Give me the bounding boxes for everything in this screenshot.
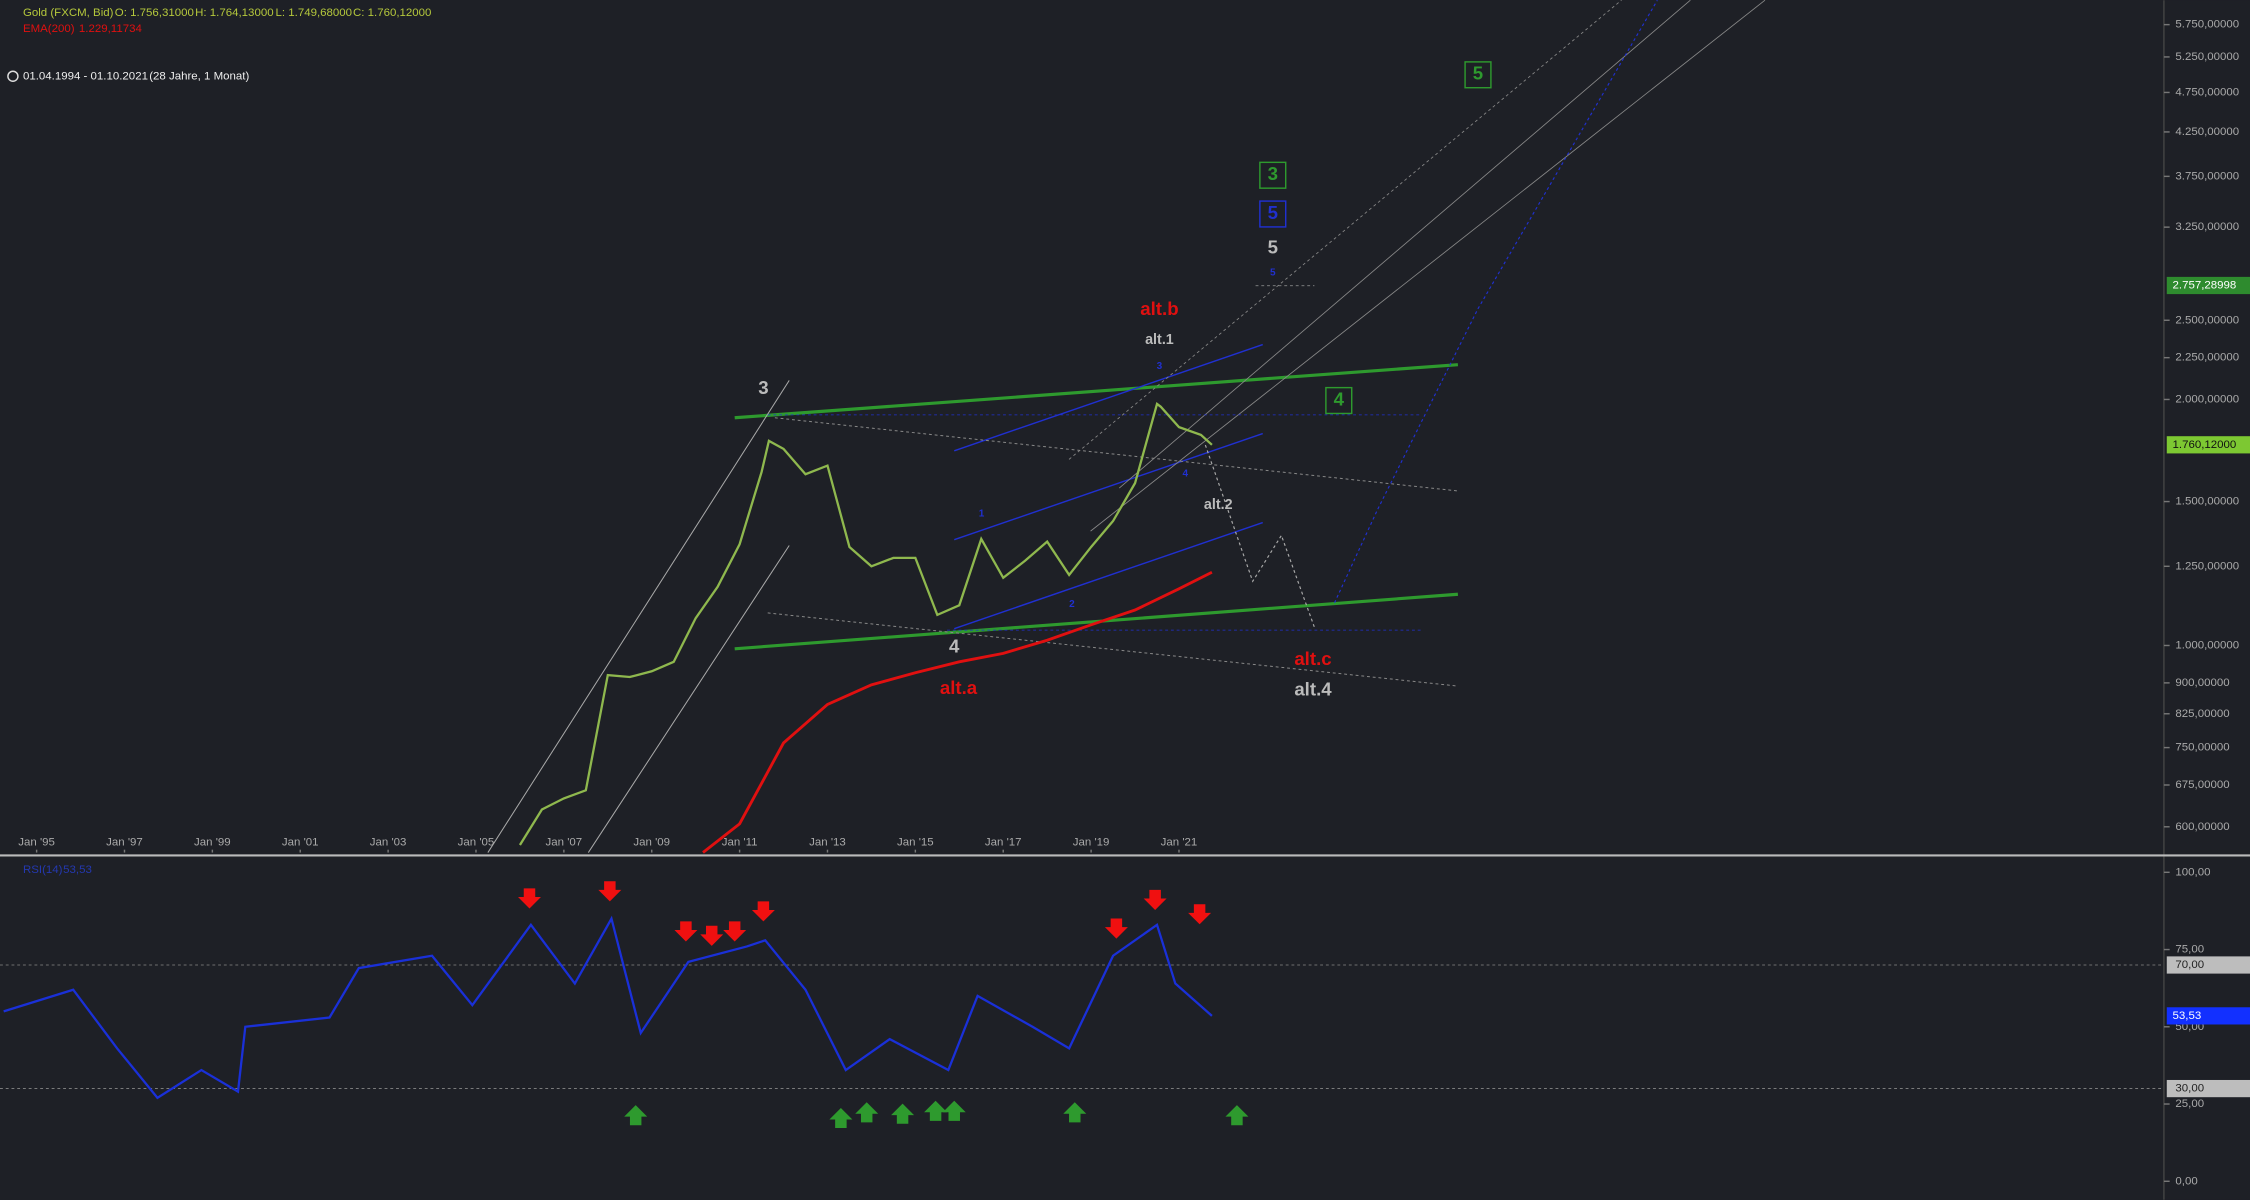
- y-tick-label: 1.500,00000: [2175, 496, 2239, 508]
- last-value-label: 53,53: [2173, 1010, 2202, 1022]
- x-tick-label: Jan '07: [546, 837, 583, 849]
- wave-label: 3: [1157, 361, 1163, 372]
- level-label: 70,00: [2175, 959, 2204, 971]
- sell-arrow: [723, 921, 747, 942]
- wave-label: alt.1: [1145, 332, 1174, 348]
- buy-arrow: [855, 1102, 879, 1123]
- price-axis: [2163, 0, 2250, 1200]
- y-tick-label: 1.000,00000: [2175, 640, 2239, 652]
- y-tick-label: 600,00000: [2175, 821, 2229, 833]
- drawings: [7, 0, 1766, 853]
- wave-label: 2: [1069, 599, 1075, 610]
- y-tick-label: 675,00000: [2175, 779, 2229, 791]
- y-tick-label: 2.500,00000: [2175, 314, 2239, 326]
- wave-label: 4: [1182, 468, 1188, 479]
- last-value-badge: [2166, 436, 2250, 454]
- x-tick-label: Jan '09: [633, 837, 670, 849]
- x-tick-label: Jan '19: [1073, 837, 1110, 849]
- x-tick-label: Jan '15: [897, 837, 934, 849]
- y-tick-label: 3.750,00000: [2175, 170, 2239, 182]
- series-line: [702, 570, 1213, 854]
- wave-label: alt.b: [1140, 298, 1178, 319]
- y-tick-label: 3.250,00000: [2175, 221, 2239, 233]
- sell-arrow: [674, 921, 698, 942]
- ohlc-open: O: 1.756,31000: [115, 7, 194, 19]
- x-tick-label: Jan '95: [18, 837, 55, 849]
- buy-arrow: [624, 1105, 648, 1126]
- y-tick-label: 750,00000: [2175, 742, 2229, 754]
- x-tick-label: Jan '17: [985, 837, 1022, 849]
- wave-label: alt.a: [940, 677, 978, 698]
- y-tick-label: 4.750,00000: [2175, 86, 2239, 98]
- y-tick-label: 4.250,00000: [2175, 126, 2239, 138]
- wave-label: alt.c: [1294, 648, 1331, 669]
- price-marker-label: 2.757,28998: [2173, 280, 2237, 292]
- sell-arrow: [700, 925, 724, 946]
- wave-label: 4: [949, 635, 960, 656]
- series-line: [3, 915, 1213, 1100]
- y-tick-label: 5.750,00000: [2175, 19, 2239, 31]
- x-tick-label: Jan '13: [809, 837, 846, 849]
- sell-arrow: [751, 901, 775, 922]
- sell-arrow: [518, 888, 541, 909]
- buy-arrow: [891, 1103, 915, 1124]
- ohlc-low: L: 1.749,68000: [276, 7, 353, 19]
- last-value-label: 1.760,12000: [2173, 439, 2237, 451]
- x-tick-label: Jan '99: [194, 837, 231, 849]
- y-tick-label: 25,00: [2175, 1098, 2204, 1110]
- level-badge: [2166, 956, 2250, 974]
- price-marker: [2166, 276, 2250, 295]
- y-tick-label: 900,00000: [2175, 677, 2229, 689]
- wave-label: alt.4: [1294, 678, 1332, 699]
- y-tick-label: 75,00: [2175, 944, 2204, 956]
- wave-label: alt.2: [1204, 497, 1233, 513]
- y-tick-label: 1.250,00000: [2175, 560, 2239, 572]
- level-label: 30,00: [2175, 1083, 2204, 1095]
- wave-label: 3: [1268, 163, 1278, 184]
- x-tick-label: Jan '03: [370, 837, 407, 849]
- y-tick-label: 2.250,00000: [2175, 352, 2239, 364]
- sell-arrow: [598, 881, 622, 902]
- ema-name: EMA(200): [23, 23, 75, 35]
- wave-label: 3: [758, 377, 768, 398]
- series-name: Gold (FXCM, Bid): [23, 7, 114, 19]
- buy-arrow: [942, 1100, 966, 1121]
- sell-arrow: [1188, 904, 1212, 925]
- last-value-badge: [2166, 1007, 2250, 1025]
- wave-label: 4: [1334, 388, 1345, 409]
- x-tick-label: Jan '11: [722, 837, 758, 849]
- series-line: [518, 402, 1213, 846]
- duration: (28 Jahre, 1 Monat): [149, 70, 249, 82]
- wave-label: 5: [1270, 267, 1276, 278]
- buy-arrow: [829, 1107, 853, 1129]
- rsi-value: 53,53: [63, 864, 92, 876]
- ema-value: 1.229,11734: [79, 23, 143, 35]
- level-badge: [2166, 1079, 2250, 1098]
- ohlc-close: C: 1.760,12000: [353, 7, 431, 19]
- ohlc-high: H: 1.764,13000: [195, 7, 273, 19]
- wave-label: 5: [1473, 63, 1483, 84]
- wave-label: 5: [1268, 202, 1278, 223]
- sell-arrow: [1104, 918, 1128, 939]
- y-tick-label: 2.000,00000: [2175, 393, 2239, 405]
- x-tick-label: Jan '97: [106, 837, 143, 849]
- x-tick-label: Jan '21: [1161, 837, 1198, 849]
- buy-arrow: [1225, 1105, 1249, 1126]
- date-range: 01.04.1994 - 01.10.2021: [23, 70, 148, 82]
- y-tick-label: 5.250,00000: [2175, 51, 2239, 63]
- rsi-name: RSI(14): [23, 864, 63, 876]
- y-tick-label: 0,00: [2175, 1175, 2197, 1187]
- x-tick-label: Jan '05: [458, 837, 495, 849]
- x-tick-label: Jan '01: [282, 837, 319, 849]
- y-tick-label: 825,00000: [2175, 708, 2229, 720]
- buy-arrow: [1063, 1102, 1087, 1123]
- wave-label: 5: [1268, 236, 1278, 257]
- wave-label: 1: [979, 509, 985, 520]
- y-tick-label: 100,00: [2175, 866, 2210, 878]
- buy-arrow: [924, 1100, 948, 1121]
